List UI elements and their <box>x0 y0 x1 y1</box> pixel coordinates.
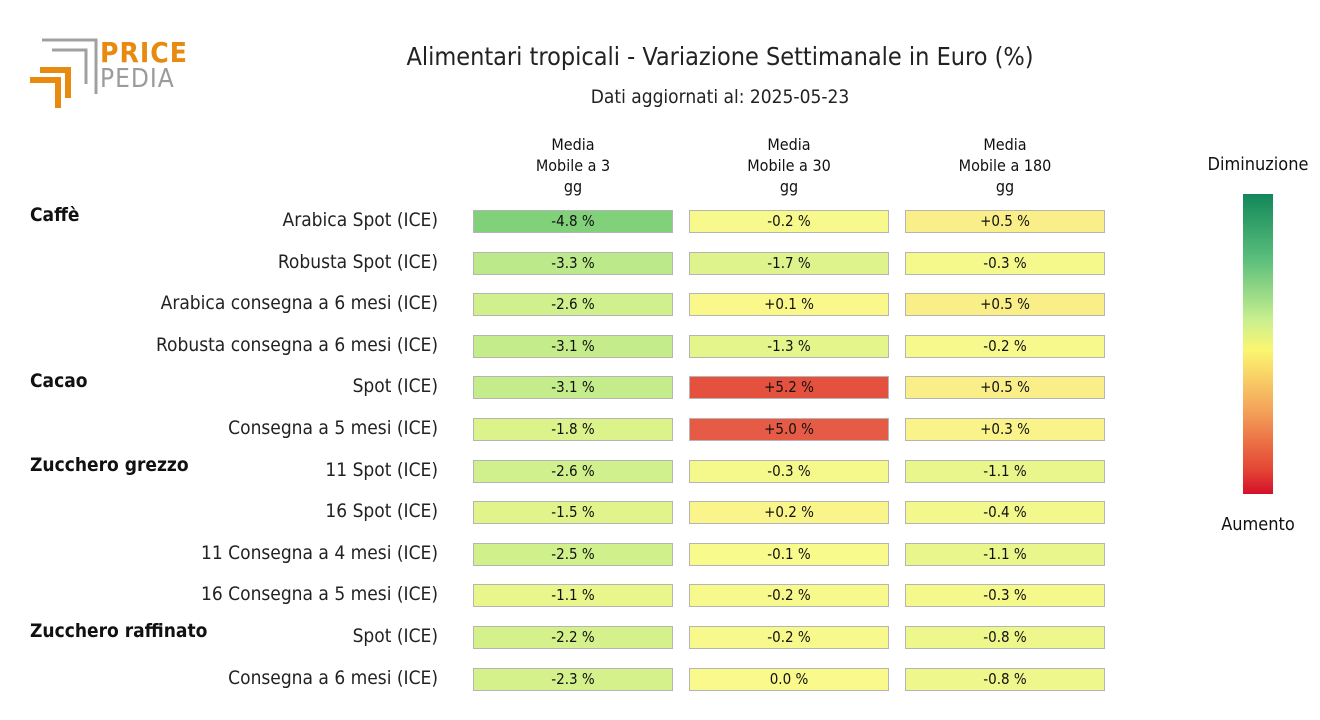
heatmap-cell: -0.3 % <box>689 459 889 483</box>
heatmap-cell: -0.1 % <box>689 542 889 566</box>
heatmap-cell: -2.6 % <box>473 459 673 483</box>
column-header-3: Media Mobile a 3 gg <box>473 134 673 197</box>
column-header-3-text: Media Mobile a 3 gg <box>535 135 611 196</box>
heatmap-cell: -0.3 % <box>905 584 1105 608</box>
heatmap-cell: +5.0 % <box>689 418 889 441</box>
column-header-30-text: Media Mobile a 30 gg <box>747 135 831 196</box>
column-header-180: Media Mobile a 180 gg <box>905 134 1105 197</box>
heatmap-cell: -3.1 % <box>473 376 673 400</box>
row-label: 16 Spot (ICE) <box>325 500 438 523</box>
group-label: Cacao <box>30 370 88 393</box>
heatmap-cell: -0.2 % <box>905 334 1105 358</box>
group-label: Caffè <box>30 204 80 226</box>
heatmap-cell: -2.2 % <box>473 626 673 649</box>
heatmap-cell: +5.2 % <box>689 376 889 400</box>
heatmap-cell: -0.3 % <box>905 251 1105 275</box>
heatmap-cell: +0.2 % <box>689 501 889 525</box>
legend-bottom-label: Aumento <box>1221 514 1295 535</box>
heatmap-cell: -1.1 % <box>905 459 1105 483</box>
row-label: 11 Consegna a 4 mesi (ICE) <box>201 541 438 564</box>
row-label: Spot (ICE) <box>352 375 438 398</box>
row-label: Consegna a 6 mesi (ICE) <box>228 666 438 689</box>
heatmap-cell: +0.5 % <box>905 293 1105 317</box>
heatmap-cell: -0.2 % <box>689 210 889 233</box>
heatmap-cell: -3.3 % <box>473 251 673 275</box>
legend-top-label: Diminuzione <box>1207 154 1309 175</box>
heatmap-cell: 0.0 % <box>689 667 889 691</box>
heatmap-cell: +0.5 % <box>905 210 1105 233</box>
logo-mark-icon <box>30 38 98 108</box>
logo-text-price: PRICE <box>100 36 188 69</box>
heatmap-cell: -1.1 % <box>905 542 1105 566</box>
color-scale-bar <box>1243 194 1273 494</box>
pricepedia-logo: PRICE PEDIA <box>28 36 188 110</box>
heatmap-cell: -1.7 % <box>689 251 889 275</box>
heatmap-cell: -0.8 % <box>905 667 1105 691</box>
heatmap-cell: -3.1 % <box>473 334 673 358</box>
heatmap-cell: -1.3 % <box>689 334 889 358</box>
heatmap-cell: -2.3 % <box>473 667 673 691</box>
chart-subtitle: Dati aggiornati al: 2025-05-23 <box>590 86 850 108</box>
column-header-30: Media Mobile a 30 gg <box>689 134 889 197</box>
heatmap-cell: -4.8 % <box>473 210 673 233</box>
heatmap-cell: -2.6 % <box>473 293 673 317</box>
heatmap-cell: -0.4 % <box>905 501 1105 525</box>
logo-text-pedia: PEDIA <box>100 64 175 94</box>
heatmap-cell: -1.1 % <box>473 584 673 608</box>
heatmap-cell: +0.1 % <box>689 293 889 317</box>
heatmap-cell: -0.8 % <box>905 626 1105 649</box>
heatmap-cell: +0.3 % <box>905 418 1105 441</box>
row-label: 16 Consegna a 5 mesi (ICE) <box>201 583 438 606</box>
heatmap-cell: -0.2 % <box>689 626 889 649</box>
row-label: Robusta consegna a 6 mesi (ICE) <box>156 333 438 356</box>
heatmap-cell: -1.5 % <box>473 501 673 525</box>
column-header-180-text: Media Mobile a 180 gg <box>958 135 1052 196</box>
row-label: Arabica consegna a 6 mesi (ICE) <box>160 292 438 315</box>
row-label: Arabica Spot (ICE) <box>282 209 439 231</box>
heatmap-cell: -2.5 % <box>473 542 673 566</box>
chart-title: Alimentari tropicali - Variazione Settim… <box>406 42 1034 71</box>
group-label: Zucchero raffinato <box>30 620 208 642</box>
group-label: Zucchero grezzo <box>30 453 189 476</box>
row-label: Spot (ICE) <box>352 625 438 647</box>
heatmap-cell: -0.2 % <box>689 584 889 608</box>
row-label: Consegna a 5 mesi (ICE) <box>228 417 438 439</box>
row-label: Robusta Spot (ICE) <box>277 250 438 273</box>
heatmap-cell: +0.5 % <box>905 376 1105 400</box>
row-label: 11 Spot (ICE) <box>325 458 438 481</box>
heatmap-cell: -1.8 % <box>473 418 673 441</box>
